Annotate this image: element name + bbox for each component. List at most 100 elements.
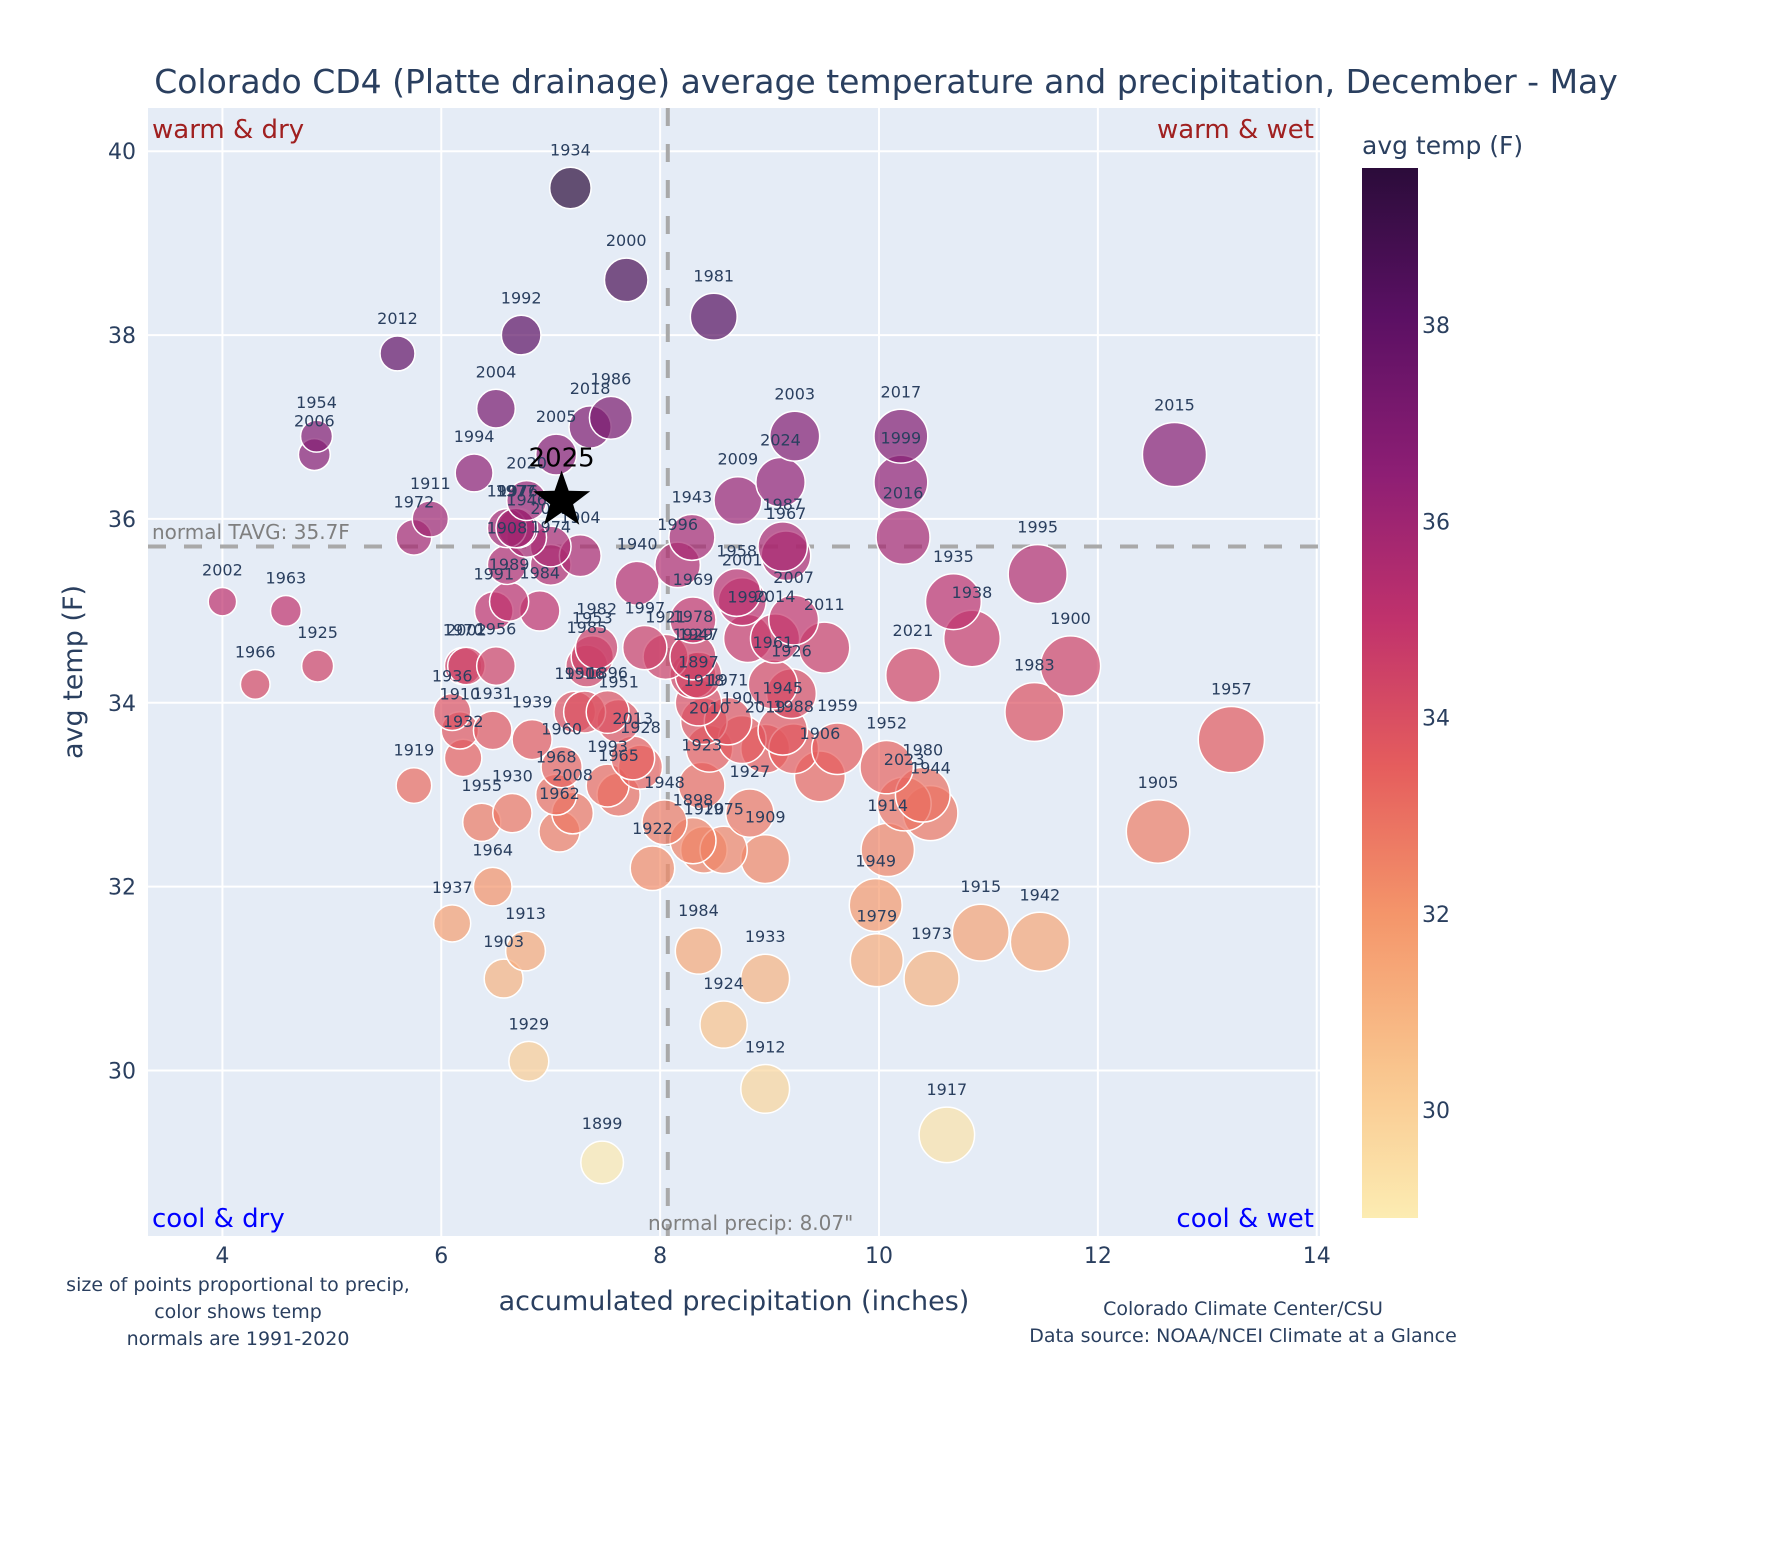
data-point xyxy=(207,586,238,617)
data-point xyxy=(767,594,820,646)
normal-lines xyxy=(148,108,1320,1236)
point-label: 1942 xyxy=(1019,885,1060,904)
y-tick-label: 40 xyxy=(108,140,136,165)
data-point xyxy=(668,513,716,562)
point-label: 1971 xyxy=(708,671,749,690)
y-tick-label: 36 xyxy=(108,508,136,533)
data-point xyxy=(540,745,583,789)
point-label: 1927 xyxy=(730,762,771,781)
x-tick-label: 14 xyxy=(1303,1244,1331,1269)
point-label: 1956 xyxy=(476,620,517,639)
point-label: 1921 xyxy=(645,607,686,626)
data-point xyxy=(454,453,494,493)
data-point xyxy=(614,560,660,607)
data-point xyxy=(848,877,903,933)
point-label: 1999 xyxy=(881,428,922,447)
point-label: 1993 xyxy=(587,737,628,756)
x-tick-label: 12 xyxy=(1084,1244,1112,1269)
plot-area xyxy=(148,108,1320,1236)
point-label: 1912 xyxy=(745,1038,786,1057)
point-label: 1924 xyxy=(703,974,744,993)
point-label: 1981 xyxy=(693,266,734,285)
point-label: 1958 xyxy=(716,542,757,561)
point-label: 1934 xyxy=(550,140,591,159)
data-point xyxy=(740,953,791,1004)
data-point xyxy=(859,739,915,795)
point-label: 2003 xyxy=(774,384,815,403)
point-label: 1909 xyxy=(745,808,786,827)
point-label: 1957 xyxy=(1211,679,1252,698)
point-label: 2002 xyxy=(202,560,243,579)
data-point xyxy=(699,1000,748,1049)
point-label: 1988 xyxy=(773,697,814,716)
point-label: 1963 xyxy=(266,568,307,587)
normal-precip-label: normal precip: 8.07" xyxy=(648,1211,853,1235)
point-label: 1905 xyxy=(1138,773,1179,792)
point-label: 1996 xyxy=(657,515,698,534)
normal-temp-label: normal TAVG: 35.7F xyxy=(152,520,350,544)
points-layer xyxy=(207,166,1266,1185)
y-axis-ticks: 30 32 34 36 38 40 xyxy=(108,140,136,1084)
point-label: 1903 xyxy=(483,932,524,951)
point-label: 1897 xyxy=(678,653,719,672)
point-label: 1965 xyxy=(598,746,639,765)
data-point xyxy=(395,766,433,805)
point-label: 1949 xyxy=(855,852,896,871)
point-label: 1976 xyxy=(498,481,539,500)
data-point xyxy=(875,509,931,566)
point-label: 2021 xyxy=(893,621,934,640)
data-point xyxy=(712,567,762,618)
quadrant-label-warm-dry: warm & dry xyxy=(152,115,304,145)
point-label: 1975 xyxy=(703,799,744,818)
point-label: 1960 xyxy=(541,720,582,739)
data-point xyxy=(1007,543,1068,605)
point-label: 1900 xyxy=(1050,609,1091,628)
colorbar-ticks: 30 32 34 36 38 xyxy=(1422,314,1450,1124)
data-point xyxy=(432,904,472,943)
point-label: 2011 xyxy=(804,595,845,614)
colorbar-tick-label: 30 xyxy=(1422,1099,1450,1124)
point-label: 2012 xyxy=(377,309,418,328)
point-label: 1985 xyxy=(566,618,607,637)
x-axis-ticks: 4 6 8 10 12 14 xyxy=(215,1244,1330,1269)
colorbar-tick-label: 32 xyxy=(1422,903,1450,928)
point-label: 1962 xyxy=(539,784,580,803)
point-label: 2014 xyxy=(755,587,796,606)
data-point xyxy=(1125,799,1191,864)
point-label: 1930 xyxy=(492,766,533,785)
x-axis-title: accumulated precipitation (inches) xyxy=(499,1286,970,1317)
point-label: 1928 xyxy=(620,718,661,737)
quadrant-label-cool-dry: cool & dry xyxy=(152,1204,285,1234)
point-label: 1899 xyxy=(582,1114,623,1133)
point-label: 1901 xyxy=(722,689,763,708)
point-label: 1911 xyxy=(410,474,451,493)
data-point xyxy=(924,573,983,631)
point-label: 1997 xyxy=(624,599,665,618)
highlight-label: 2025 xyxy=(529,444,595,474)
note-left-line-1: size of points proportional to precip, xyxy=(66,1274,410,1296)
point-label: 1915 xyxy=(960,877,1001,896)
point-label: 1906 xyxy=(800,724,841,743)
data-point xyxy=(475,645,517,687)
point-label: 1951 xyxy=(598,673,639,692)
data-point xyxy=(689,292,738,341)
data-point xyxy=(379,335,416,372)
point-label: 2006 xyxy=(294,412,335,431)
data-point xyxy=(483,958,524,999)
point-label: 1950 xyxy=(554,664,595,683)
quadrant-label-cool-wet: cool & wet xyxy=(1176,1204,1314,1234)
point-label: 1947 xyxy=(678,625,719,644)
point-label: 1970 xyxy=(443,620,484,639)
data-point xyxy=(1009,911,1071,973)
point-label: 1944 xyxy=(910,759,951,778)
point-label: 2017 xyxy=(881,382,922,401)
chart-title: Colorado CD4 (Platte drainage) average t… xyxy=(154,62,1618,101)
point-label: 2015 xyxy=(1154,396,1195,415)
point-label: 1926 xyxy=(771,642,812,661)
data-point xyxy=(1039,635,1102,697)
point-label: 1929 xyxy=(508,1014,549,1033)
colorbar-tick-label: 38 xyxy=(1422,314,1450,339)
point-label: 1982 xyxy=(576,599,617,618)
data-point xyxy=(951,903,1010,962)
data-point xyxy=(629,845,676,892)
